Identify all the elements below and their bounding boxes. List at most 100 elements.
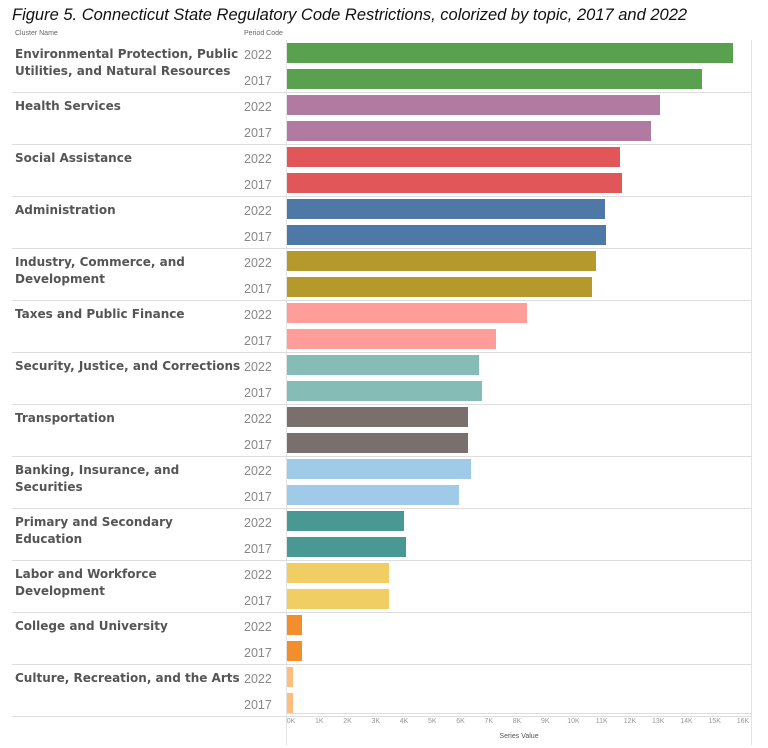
cluster-name: Taxes and Public Finance [15, 307, 185, 321]
bar-2022 [287, 355, 480, 375]
bar-2022 [287, 667, 294, 687]
x-tick-label: 9K [540, 718, 550, 725]
period-label: 2017 [244, 438, 272, 452]
cluster-row: Banking, Insurance, and Securities 2022 20… [12, 456, 752, 509]
cluster-row: Social Assistance 2022 2017 [12, 144, 752, 197]
x-tick-label: 6K [456, 718, 465, 725]
x-tick-label: 4K [399, 718, 409, 725]
period-label: 2017 [244, 74, 272, 88]
period-label: 2022 [244, 464, 272, 478]
period-label: 2022 [244, 360, 272, 374]
bar-2022 [287, 251, 597, 271]
cluster-name: Security, Justice, and Corrections [15, 359, 241, 373]
bar-2022 [287, 511, 405, 531]
x-tick-label: 13K [652, 718, 665, 725]
x-tick-label: 8K [512, 718, 522, 725]
x-tick-label: 16K [736, 718, 750, 725]
bar-2017 [287, 433, 469, 453]
cluster-name: Culture, Recreation, and the Arts [15, 671, 240, 685]
period-label: 2017 [244, 490, 272, 504]
x-tick-label: 2K [343, 718, 352, 725]
period-label: 2022 [244, 516, 272, 530]
period-label: 2017 [244, 126, 272, 140]
period-label: 2017 [244, 646, 272, 660]
bar-2022 [287, 199, 605, 219]
bar-2017 [287, 693, 294, 713]
cluster-row: Industry, Commerce, and Development 2022 2… [12, 248, 752, 301]
cluster-row: Primary and Secondary Education 2022 2017 [12, 508, 752, 561]
cluster-name: Transportation [15, 411, 115, 425]
cluster-row: Environmental Protection, Public Utiliti… [12, 40, 752, 93]
bar-2022 [287, 459, 471, 479]
x-tick-label: 12K [623, 718, 637, 725]
cluster-name: Banking, Insurance, and Securities [15, 463, 180, 494]
bar-2022 [287, 615, 302, 635]
period-label: 2017 [244, 178, 272, 192]
period-label: 2022 [244, 152, 272, 166]
period-label: 2022 [244, 412, 272, 426]
bar-2022 [287, 563, 390, 583]
x-tick-label: 15K [708, 718, 721, 725]
cluster-row: Administration 2022 2017 [12, 196, 752, 249]
period-label: 2017 [244, 334, 272, 348]
bar-2017 [287, 641, 302, 661]
cluster-row: Labor and Workforce Development 2022 2017 [12, 560, 752, 613]
bar-2017 [287, 329, 497, 349]
chart-title: Figure 5. Connecticut State Regulatory C… [12, 6, 688, 24]
x-tick-label: 7K [484, 718, 494, 725]
period-label: 2022 [244, 48, 272, 62]
cluster-name: Administration [15, 203, 116, 217]
cluster-row: Health Services 2022 2017 [12, 92, 752, 145]
header-period-code: Period Code [244, 30, 283, 37]
bar-2022 [287, 407, 468, 427]
period-label: 2017 [244, 594, 272, 608]
bar-2017 [287, 381, 482, 401]
period-label: 2022 [244, 256, 272, 270]
cluster-row: College and University 2022 2017 [12, 612, 752, 665]
bar-2022 [287, 43, 734, 63]
bar-2017 [287, 485, 460, 505]
period-label: 2022 [244, 672, 272, 686]
x-tick-label: 0K [286, 718, 296, 725]
bar-2017 [287, 537, 406, 557]
bar-2022 [287, 303, 528, 323]
x-tick-label: 5K [427, 718, 437, 725]
bar-2017 [287, 121, 652, 141]
x-tick-label: 14K [680, 718, 693, 725]
cluster-name: Primary and Secondary Education [15, 515, 173, 546]
period-label: 2017 [244, 542, 272, 556]
cluster-name: Industry, Commerce, and Development [15, 255, 185, 286]
period-label: 2017 [244, 230, 272, 244]
bar-2017 [287, 277, 593, 297]
period-label: 2022 [244, 308, 272, 322]
bar-2022 [287, 95, 660, 115]
cluster-row: Taxes and Public Finance 2022 2017 [12, 300, 752, 353]
x-tick-label: 11K [595, 718, 608, 725]
bar-2017 [287, 225, 607, 245]
cluster-name: Labor and Workforce Development [15, 567, 157, 598]
cluster-name: Social Assistance [15, 151, 132, 165]
period-label: 2017 [244, 282, 272, 296]
period-label: 2017 [244, 698, 272, 712]
cluster-row: Security, Justice, and Corrections 2022 20… [12, 352, 752, 405]
plot-area [286, 40, 752, 745]
cluster-row: Culture, Recreation, and the Arts 2022 201… [12, 664, 752, 717]
cluster-name: Environmental Protection, Public Utiliti… [15, 47, 239, 78]
x-tick-label: 10K [567, 718, 580, 725]
period-label: 2022 [244, 100, 272, 114]
header-cluster-name: Cluster Name [15, 30, 58, 37]
bar-2022 [287, 147, 621, 167]
bar-2017 [287, 69, 703, 89]
cluster-row: Transportation 2022 2017 [12, 404, 752, 457]
period-label: 2022 [244, 568, 272, 582]
x-axis-line [286, 713, 752, 714]
x-axis-label: Series Value [499, 733, 539, 740]
cluster-name: College and University [15, 619, 168, 633]
bar-2017 [287, 589, 390, 609]
period-label: 2022 [244, 204, 272, 218]
period-label: 2022 [244, 620, 272, 634]
cluster-name: Health Services [15, 99, 121, 113]
period-label: 2017 [244, 386, 272, 400]
x-tick-label: 1K [314, 718, 324, 725]
x-tick-label: 3K [371, 718, 381, 725]
